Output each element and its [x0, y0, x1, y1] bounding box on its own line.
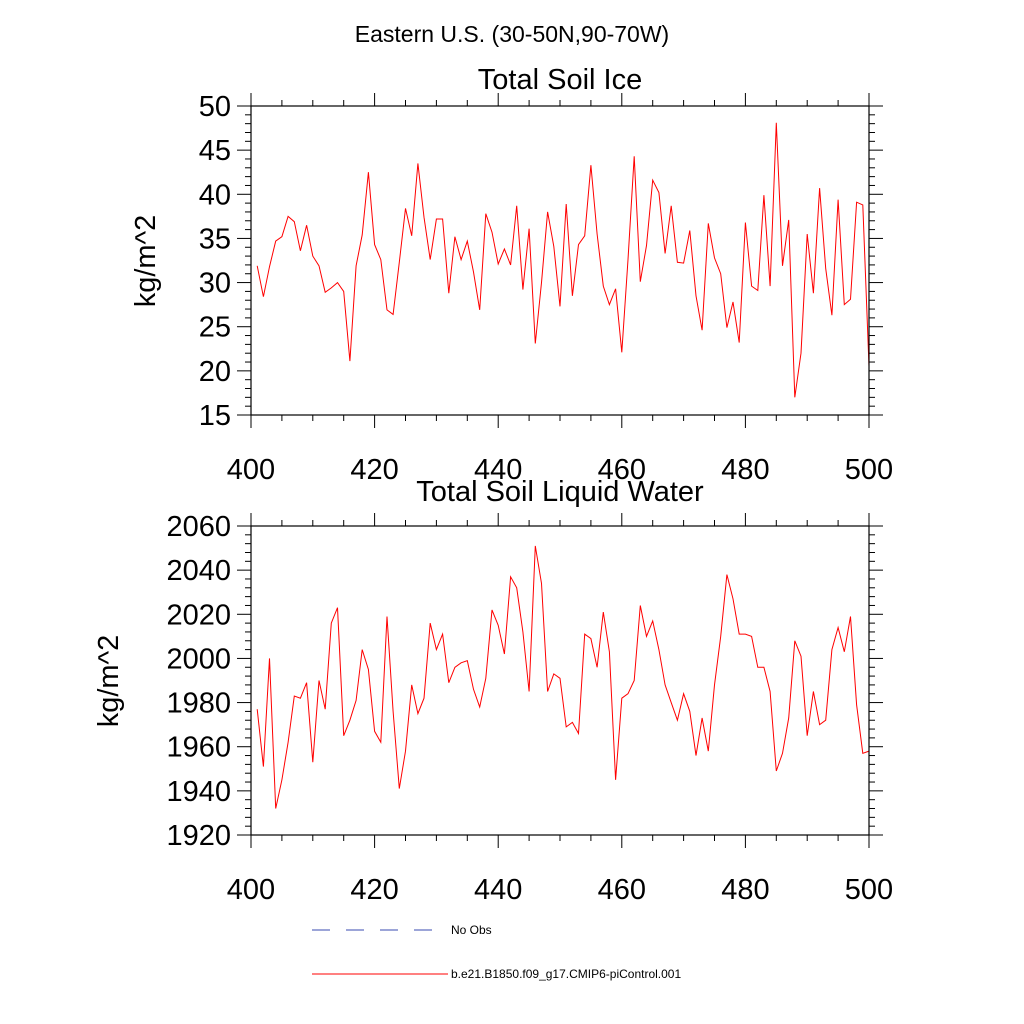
y-tick-label: 45 [199, 135, 231, 167]
y-tick-label: 30 [199, 268, 231, 300]
legend: No Obs b.e21.B1850.f09_g17.CMIP6-piContr… [312, 923, 681, 981]
series-line [256, 122, 870, 398]
y-tick-label: 2020 [166, 599, 231, 631]
x-tick-label: 400 [227, 454, 275, 486]
x-tick-label: 460 [598, 454, 646, 486]
y-tick-label: 1940 [166, 776, 231, 808]
y-tick-label: 50 [199, 91, 231, 123]
figure-title: Eastern U.S. (30-50N,90-70W) [355, 21, 669, 47]
plot-frame [250, 525, 870, 836]
y-tick-label: 25 [199, 312, 231, 344]
y-tick-label: 15 [199, 400, 231, 432]
y-tick-label: 1960 [166, 732, 231, 764]
y-tick-label: 2040 [166, 555, 231, 587]
x-tick-label: 500 [845, 454, 893, 486]
panel-soil-liquid-water: Total Soil Liquid Water kg/m^2 400 420 440… [93, 476, 893, 906]
x-tick-label: 500 [845, 874, 893, 906]
plot-area [256, 122, 870, 398]
x-tick-label: 420 [350, 454, 398, 486]
plot-frame [250, 105, 870, 416]
x-tick-label: 440 [474, 874, 522, 906]
x-tick-label: 420 [350, 874, 398, 906]
y-tick-label: 40 [199, 179, 231, 211]
plot-area [256, 545, 870, 809]
x-tick-label: 460 [598, 874, 646, 906]
y-tick-label: 2060 [166, 511, 231, 543]
x-tick-label: 480 [721, 874, 769, 906]
legend-label-no-obs: No Obs [451, 923, 492, 937]
legend-label-model: b.e21.B1850.f09_g17.CMIP6-piControl.001 [451, 967, 681, 981]
y-tick-label: 2000 [166, 643, 231, 675]
tick-labels: 400 420 440 460 480 500 1920 1940 1960 1980 2000 20… [166, 511, 893, 906]
panel-title: Total Soil Liquid Water [416, 476, 704, 508]
tick-labels: 400 420 440 460 480 500 15 20 25 30 35 40 45 50 [199, 91, 893, 486]
x-tick-label: 400 [227, 874, 275, 906]
y-tick-label: 35 [199, 223, 231, 255]
y-tick-label: 1980 [166, 688, 231, 720]
axis-ticks [237, 93, 883, 428]
y-tick-label: 1920 [166, 820, 231, 852]
panel-title: Total Soil Ice [478, 64, 642, 96]
panel-soil-ice: Total Soil Ice kg/m^2 400 420 440 460 480 500… [130, 64, 893, 486]
y-axis-label: kg/m^2 [130, 215, 162, 308]
y-axis-label: kg/m^2 [93, 635, 125, 728]
y-tick-label: 20 [199, 356, 231, 388]
x-tick-label: 440 [474, 454, 522, 486]
x-tick-label: 480 [721, 454, 769, 486]
axis-ticks [237, 513, 883, 848]
series-line [256, 545, 870, 809]
